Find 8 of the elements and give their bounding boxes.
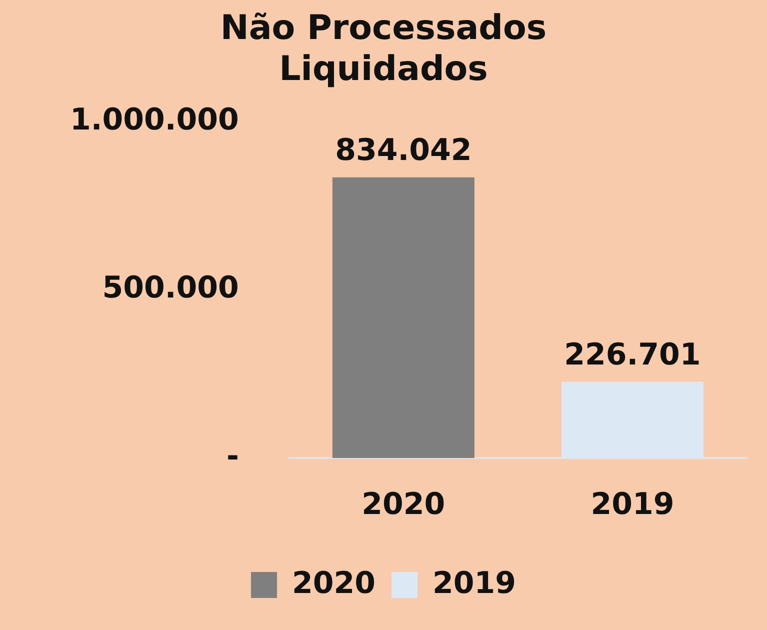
data-label: 834.042 xyxy=(335,133,472,168)
legend-label: 2020 xyxy=(292,566,376,601)
y-tick-label: - xyxy=(226,438,239,474)
y-tick-label: 1.000.000 xyxy=(70,102,239,138)
data-label: 226.701 xyxy=(564,338,701,373)
y-tick-label: 500.000 xyxy=(102,270,239,306)
chart-title: Não Processados Liquidados xyxy=(220,8,547,90)
legend-label: 2019 xyxy=(432,566,516,601)
